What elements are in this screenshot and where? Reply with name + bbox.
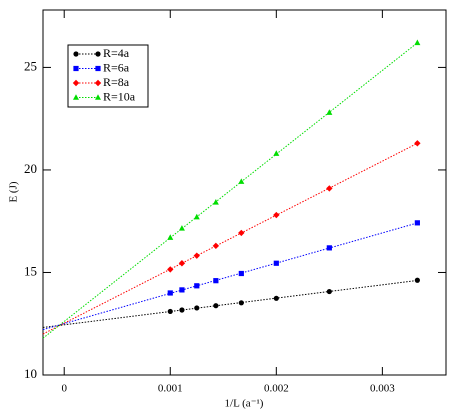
legend-label: R=4a: [103, 46, 130, 60]
legend-marker: [72, 79, 80, 87]
point: [178, 260, 186, 267]
legend-marker: [95, 65, 101, 72]
point: [326, 109, 333, 115]
point: [273, 260, 279, 266]
y-axis-label: E (J): [8, 181, 20, 202]
point: [238, 178, 245, 184]
x-tick-label: 0: [61, 383, 67, 395]
point: [178, 225, 185, 231]
point: [414, 277, 420, 283]
fit-line: [42, 142, 418, 335]
point: [213, 278, 219, 284]
point: [212, 199, 219, 205]
legend-box: [67, 44, 149, 108]
y-tick-label: 25: [24, 58, 37, 73]
point: [238, 229, 245, 237]
point: [273, 211, 280, 219]
point: [414, 140, 421, 147]
legend-marker: [95, 51, 101, 57]
legend-marker: [73, 51, 79, 57]
point: [193, 213, 200, 220]
point: [179, 307, 185, 313]
legend-marker: [73, 94, 79, 100]
x-tick-label: 0.003: [370, 383, 395, 395]
point: [326, 245, 332, 251]
point: [238, 270, 244, 277]
fit-line: [42, 42, 418, 339]
x-tick-label: 0.001: [158, 383, 183, 395]
plot-frame: [42, 9, 447, 376]
legend-label: R=8a: [103, 75, 130, 89]
point: [167, 234, 174, 240]
point: [273, 150, 280, 156]
point: [179, 287, 185, 293]
y-tick-label: 15: [24, 263, 37, 278]
legend-label: R=6a: [103, 60, 130, 74]
legend-marker: [95, 94, 101, 100]
legend-marker: [73, 65, 79, 72]
point: [213, 303, 219, 309]
point: [194, 283, 200, 289]
point: [238, 300, 244, 306]
y-tick-label: 20: [24, 161, 37, 176]
fit-line: [42, 279, 418, 328]
point: [326, 288, 332, 295]
point: [414, 39, 421, 46]
fit-line: [42, 222, 418, 331]
y-tick-label: 10: [24, 366, 37, 381]
point: [194, 305, 200, 311]
point: [193, 252, 200, 259]
point: [273, 295, 279, 301]
legend-label: R=10a: [103, 89, 136, 103]
point: [326, 185, 333, 192]
point: [167, 266, 174, 273]
point: [167, 308, 173, 315]
x-axis-label: 1/L (a⁻¹): [225, 398, 264, 410]
point: [167, 290, 173, 296]
x-tick-label: 0.002: [264, 383, 289, 395]
point: [414, 220, 420, 226]
legend-marker: [94, 79, 102, 87]
point: [212, 242, 220, 250]
